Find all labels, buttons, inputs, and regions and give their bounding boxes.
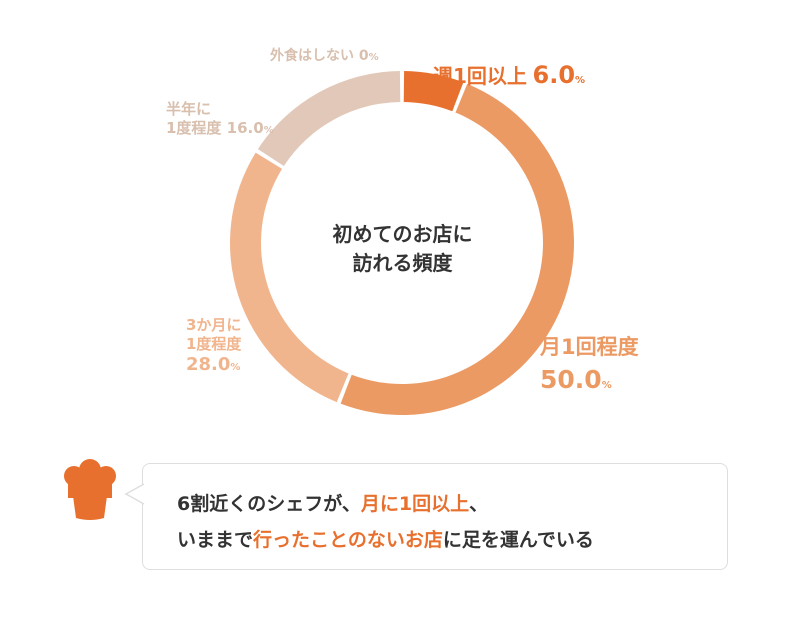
label-weekly-name: 週1回以上 xyxy=(433,64,527,88)
label-weekly-value: 6.0 xyxy=(532,61,576,89)
label-weekly-unit: % xyxy=(575,75,586,86)
label-noeatout: 外食はしない 0% xyxy=(270,48,379,66)
label-quarterly-line2: 1度程度 xyxy=(186,334,242,353)
label-monthly-value: 50.0 xyxy=(540,365,602,395)
label-halfyear-value: 16.0 xyxy=(226,118,264,137)
label-halfyear-line1: 半年に xyxy=(166,100,212,118)
segment-monthly xyxy=(340,83,574,415)
callout-line-2-part-1: いままで xyxy=(177,529,254,551)
label-quarterly-unit: % xyxy=(230,361,241,373)
label-quarterly-line1: 3か月に xyxy=(186,316,242,334)
callout-line-1: 6割近くのシェフが、月に1回以上、 xyxy=(177,489,488,516)
chef-hat-icon xyxy=(64,459,116,520)
label-noeatout-unit: % xyxy=(368,52,379,63)
chart-title-line1: 初めてのお店に xyxy=(332,222,473,246)
callout-line-2: いままで行ったことのないお店に足を運んでいる xyxy=(177,525,594,552)
callout-line-1-highlight: 月に1回以上 xyxy=(360,493,470,515)
label-quarterly-value: 28.0 xyxy=(186,353,231,375)
callout-line-1-part-3: 、 xyxy=(469,493,489,515)
callout-arrow xyxy=(124,483,145,505)
label-monthly-unit: % xyxy=(601,380,612,392)
label-monthly: 月1回程度 50.0% xyxy=(540,334,639,396)
segment-halfyear xyxy=(257,71,401,166)
label-halfyear-line2: 1度程度 xyxy=(166,118,222,137)
label-halfyear: 半年に 1度程度 16.0% xyxy=(166,100,274,138)
callout-line-1-part-1: 6割近くのシェフが、 xyxy=(177,493,361,515)
chart-title-line2: 訪れる頻度 xyxy=(352,251,453,275)
segment-weekly xyxy=(403,71,464,112)
callout-line-2-highlight: 行ったことのないお店 xyxy=(253,529,443,551)
label-weekly: 週1回以上 6.0% xyxy=(433,60,585,90)
segment-quarterly xyxy=(229,152,349,403)
callout-bubble: 6割近くのシェフが、月に1回以上、 いままで行ったことのないお店に足を運んでいる xyxy=(142,463,728,570)
label-noeatout-value: 0 xyxy=(358,48,369,64)
label-noeatout-name: 外食はしない xyxy=(270,48,354,64)
label-halfyear-unit: % xyxy=(263,124,274,136)
chart-title: 初めてのお店に 訪れる頻度 xyxy=(300,220,505,278)
donut-segments xyxy=(229,71,574,415)
callout-line-2-part-3: に足を運んでいる xyxy=(442,529,594,551)
label-monthly-name: 月1回程度 xyxy=(540,335,639,359)
label-quarterly: 3か月に 1度程度 28.0% xyxy=(186,316,241,376)
